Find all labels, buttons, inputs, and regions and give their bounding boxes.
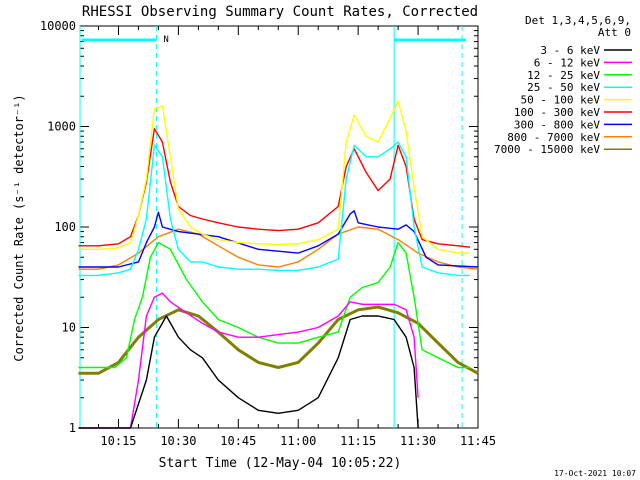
legend-label-7: 800 - 7000 keV [507, 131, 600, 144]
y-tick-label: 10000 [40, 19, 76, 33]
series-line-6 [78, 210, 479, 268]
series-line-1 [78, 292, 419, 429]
legend-header-2: Att 0 [598, 26, 631, 39]
flag-label: N [163, 35, 168, 45]
x-tick-label: 10:30 [160, 434, 196, 448]
x-tick-label: 11:30 [400, 434, 436, 448]
series-line-0 [78, 315, 419, 429]
legend-label-6: 300 - 800 keV [514, 118, 600, 131]
series-line-4 [78, 100, 470, 254]
y-tick-label: 100 [54, 220, 76, 234]
x-tick-label: 11:15 [340, 434, 376, 448]
legend-label-1: 6 - 12 keV [534, 56, 601, 69]
y-tick-label: 1000 [47, 120, 76, 134]
y-tick-label: 1 [69, 421, 76, 435]
series-line-8 [78, 305, 479, 375]
x-tick-label: 11:45 [460, 434, 496, 448]
x-tick-label: 10:15 [100, 434, 136, 448]
chart-title: RHESSI Observing Summary Count Rates, Co… [82, 4, 478, 20]
legend-label-3: 25 - 50 keV [527, 81, 600, 94]
legend-header-1: Det 1,3,4,5,6,9, [525, 14, 631, 27]
footer-date: 17-Oct-2021 10:07 [554, 469, 636, 478]
x-axis-label: Start Time (12-May-04 10:05:22) [159, 456, 402, 471]
y-tick-label: 10 [62, 321, 76, 335]
x-tick-label: 10:45 [220, 434, 256, 448]
legend-label-0: 3 - 6 keV [540, 44, 600, 57]
legend-label-4: 50 - 100 keV [521, 94, 601, 107]
plot-area: 1 10 100 1000 10000 10:15 10:30 10:45 11:00 11:15… [40, 19, 496, 448]
series-line-2 [78, 241, 470, 369]
legend-label-2: 12 - 25 keV [527, 69, 600, 82]
y-axis-label: Corrected Count Rate (s⁻¹ detector⁻¹) [12, 94, 26, 361]
legend-label-5: 100 - 300 keV [514, 106, 600, 119]
x-tick-label: 11:00 [280, 434, 316, 448]
legend-label-8: 7000 - 15000 keV [494, 143, 600, 156]
series-line-7 [78, 226, 479, 270]
series-line-3 [78, 141, 470, 277]
